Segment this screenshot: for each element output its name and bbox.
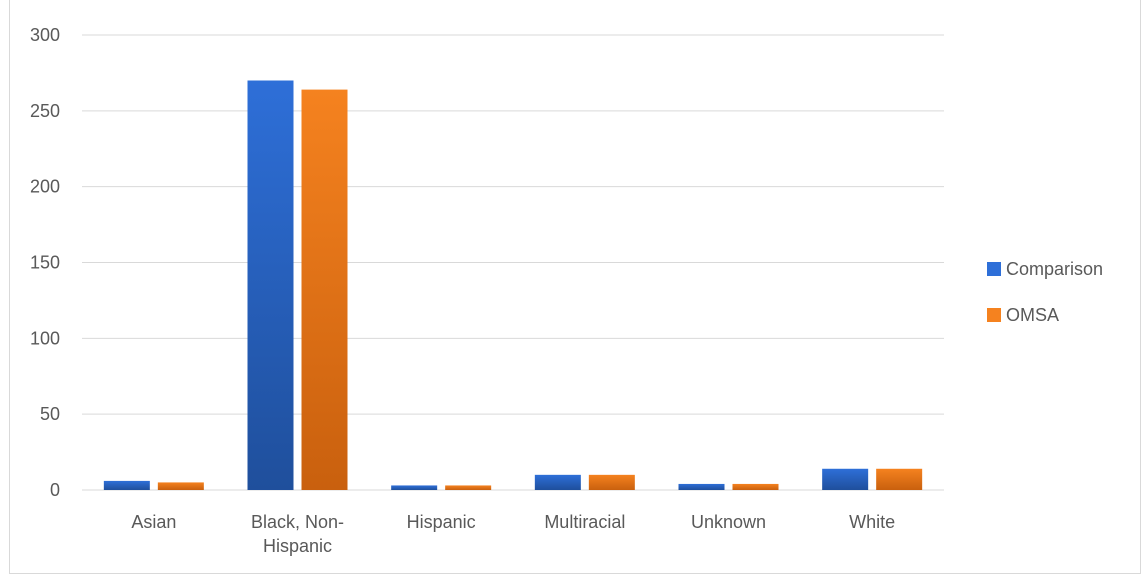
y-tick-label: 250 [30, 101, 60, 121]
bar-omsa-2 [445, 485, 492, 490]
x-category-label: Hispanic [407, 512, 476, 532]
y-tick-label: 100 [30, 328, 60, 348]
x-axis-categories: Asian Black, Non-Hispanic Hispanic Multirac… [131, 512, 895, 556]
y-tick-label: 50 [40, 404, 60, 424]
y-tick-label: 300 [30, 25, 60, 45]
x-category-label: Black, Non-Hispanic [251, 512, 344, 556]
bar-comparison-5 [822, 468, 869, 490]
bar-comparison-3 [534, 474, 581, 490]
bar-omsa-5 [876, 468, 923, 490]
y-tick-label: 0 [50, 480, 60, 500]
bars [103, 80, 923, 490]
y-tick-label: 200 [30, 177, 60, 197]
bar-comparison-2 [391, 485, 438, 490]
bar-comparison-0 [103, 480, 150, 490]
bar-omsa-0 [157, 482, 204, 490]
legend-swatch-omsa [987, 308, 1001, 322]
x-category-label: Multiracial [544, 512, 625, 532]
bar-comparison-1 [247, 80, 294, 490]
y-tick-label: 150 [30, 253, 60, 273]
y-axis-ticks: 0 50 100 150 200 250 300 [30, 25, 60, 500]
legend-swatch-comparison [987, 262, 1001, 276]
chart-frame [9, 0, 1141, 574]
x-category-label: Asian [131, 512, 176, 532]
x-category-label: White [849, 512, 895, 532]
bar-omsa-3 [588, 474, 635, 490]
bar-comparison-4 [678, 483, 725, 490]
legend: Comparison OMSA [987, 259, 1103, 325]
legend-label-omsa: OMSA [1006, 305, 1059, 325]
gridlines [82, 34, 944, 491]
bar-omsa-4 [732, 483, 779, 490]
legend-label-comparison: Comparison [1006, 259, 1103, 279]
x-category-label: Unknown [691, 512, 766, 532]
bar-omsa-1 [301, 89, 348, 490]
